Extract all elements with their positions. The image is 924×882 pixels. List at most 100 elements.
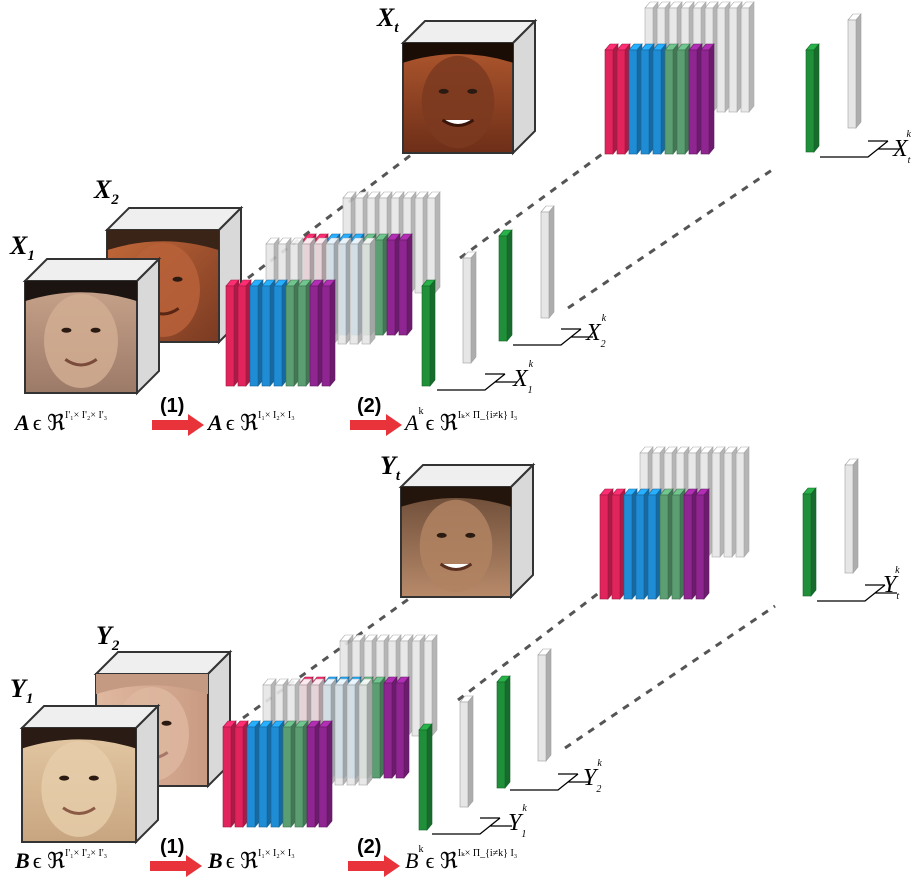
- bar-top-xtk-ghost-side: [855, 13, 862, 129]
- stack-top-xt-bar-5: [664, 43, 679, 155]
- stack-bottom-front-bar-0-front: [222, 726, 232, 828]
- arrow-step1-bottom-shaft: [150, 861, 188, 871]
- stack-bottom-yt-bar-7-front: [683, 494, 693, 600]
- arrow-step1-top: [152, 414, 204, 436]
- stack-top-back-bar-6-front: [374, 239, 384, 336]
- dash-top-2: [459, 150, 606, 260]
- stack-bottom-yt-ghost-8: [735, 446, 750, 558]
- bar-bottom-y2k-front: [496, 681, 506, 789]
- cube-x1-eye-left: [61, 327, 72, 333]
- cube-x1-hair: [25, 281, 137, 302]
- stack-bottom-front-ghost-6-front: [334, 684, 344, 786]
- stack-top-xt-ghost-6-front: [716, 7, 726, 113]
- stack-top-front-bar-6: [297, 279, 312, 387]
- label-y1-k: Y1k: [508, 803, 527, 840]
- stack-bottom-yt-ghost-7: [723, 446, 738, 558]
- bar-top-x2k-front: [498, 235, 508, 342]
- bar-top-x1k: [421, 279, 436, 387]
- cube-y1-eye-left: [59, 775, 70, 781]
- stack-bottom-front-bar-1-front: [234, 726, 244, 828]
- stack-top-xt-bar-7: [688, 43, 703, 155]
- stack-bottom-front-bar-8-front: [318, 726, 328, 828]
- cube-x2-hair: [107, 230, 219, 251]
- cube-x1-mouth: [64, 358, 98, 367]
- bar-bottom-y1k-front: [418, 729, 428, 831]
- stack-bottom-back-bar-7: [383, 676, 398, 779]
- stack-bottom-yt-bar-5: [659, 488, 674, 600]
- cube-yt-face: [419, 499, 493, 593]
- stack-bottom-front-bar-0: [222, 720, 237, 828]
- cube-yt-eye-right: [465, 532, 476, 538]
- bar-top-x1k-ghost-front: [462, 257, 472, 364]
- arrow-step1-top-head: [188, 414, 204, 436]
- stack-top-front-bar-8: [321, 279, 336, 387]
- cube-y1-eye-right: [88, 775, 99, 781]
- stack-top-xt-bar-8-side: [708, 43, 715, 155]
- cube-y2-eye-right: [161, 720, 172, 726]
- stack-top-front-bar-2-front: [249, 285, 259, 387]
- stack-bottom-yt-ghost-7-front: [723, 452, 733, 558]
- arrow-step2-top-head: [386, 414, 402, 436]
- bar-top-x2k-side: [506, 229, 513, 342]
- dash-bottom-3: [564, 604, 776, 750]
- arrow-step2-bottom-shaft: [348, 861, 386, 871]
- cube-yt-eye-left: [436, 532, 447, 538]
- stack-top-back-bar-6: [374, 233, 389, 336]
- cube-yt-hair: [401, 487, 511, 507]
- cube-x1-eye-right: [90, 327, 101, 333]
- stack-top-front-ghost-7: [349, 237, 364, 345]
- stack-top-front-bar-8-front: [321, 285, 331, 387]
- cube-y1: [19, 703, 161, 845]
- stack-top-back-ghost-6: [414, 191, 429, 294]
- stack-bottom-front-ghost-6: [334, 678, 349, 786]
- stack-top-xt-ghost-7-front: [728, 7, 738, 113]
- stack-bottom-back-bar-6: [371, 676, 386, 779]
- stack-bottom-yt-bar-3-front: [635, 494, 645, 600]
- stack-bottom-yt-ghost-8-side: [743, 446, 750, 558]
- arrow-step1-bottom: [150, 855, 202, 877]
- cube-y1-side: [135, 703, 159, 845]
- stack-bottom-yt-bar-8-front: [695, 494, 705, 600]
- stack-bottom-yt-bar-1-front: [611, 494, 621, 600]
- label-y2-k: Y2k: [583, 758, 602, 795]
- bar-top-xtk-ghost: [847, 13, 862, 129]
- stack-top-xt-bar-3-front: [640, 49, 650, 155]
- bar-top-x1k-ghost-side: [470, 251, 477, 364]
- stack-bottom-back-bar-7-front: [383, 682, 393, 779]
- bar-bottom-y2k-ghost: [537, 648, 552, 762]
- label-y1: Y1: [10, 674, 33, 707]
- bar-top-x2k-ghost: [540, 205, 555, 319]
- bar-top-xtk-front: [805, 49, 815, 153]
- cube-x1-face: [44, 293, 118, 389]
- bar-bottom-y2k-side: [504, 675, 511, 789]
- stack-bottom-yt-bar-0: [599, 488, 614, 600]
- dash-top-3: [567, 166, 776, 310]
- stack-top-front-bar-5-front: [285, 285, 295, 387]
- cube-y1-face: [41, 741, 117, 837]
- corner-y1k: [432, 817, 512, 835]
- stack-top-xt-ghost-8: [740, 1, 755, 113]
- stack-top-front-bar-0: [225, 279, 240, 387]
- label-x1-k: X1k: [512, 359, 534, 396]
- stack-top-xt-bar-5-front: [664, 49, 674, 155]
- stack-top-back-ghost-7-side: [434, 191, 441, 294]
- stack-top-front-bar-5: [285, 279, 300, 387]
- stack-bottom-back-bar-8-side: [403, 676, 410, 779]
- bar-bottom-y1k-ghost: [459, 695, 474, 808]
- cube-y1-mouth: [62, 806, 96, 815]
- bar-bottom-y1k-side: [426, 723, 433, 831]
- stack-bottom-yt-bar-4: [647, 488, 662, 600]
- stack-top-back-bar-8-front: [398, 239, 408, 336]
- stack-bottom-back-ghost-7-side: [431, 634, 438, 737]
- label-step-2-bottom: (2): [357, 836, 381, 858]
- label-xt: Xt: [376, 3, 399, 36]
- stack-top-front-ghost-6-front: [337, 243, 347, 345]
- stack-top-front-bar-2: [249, 279, 264, 387]
- cube-yt: [398, 462, 536, 600]
